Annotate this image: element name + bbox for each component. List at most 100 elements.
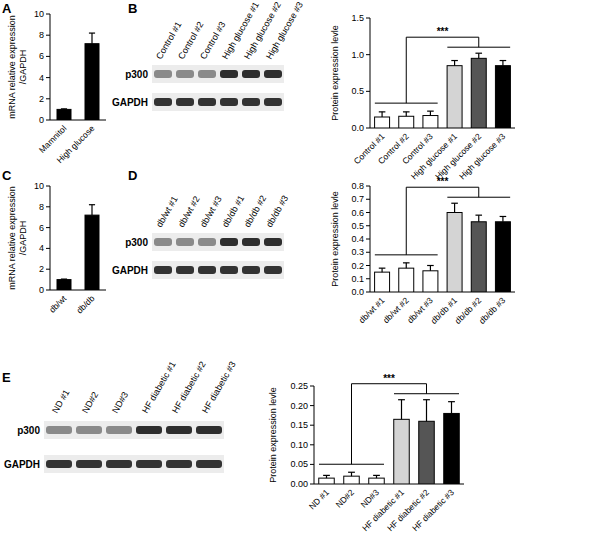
error-bar [348, 472, 355, 476]
blot-band [198, 70, 216, 78]
y-tick-label: 8 [39, 30, 44, 40]
bar [319, 478, 335, 484]
blot-band [198, 238, 216, 246]
error-stem [406, 112, 407, 116]
blot-background [152, 233, 284, 251]
y-axis [314, 386, 315, 484]
x-tick-label: ND#3 [358, 487, 381, 510]
y-axis-label: /GAPDH [18, 50, 28, 85]
error-bar [89, 205, 95, 215]
error-cap [323, 475, 330, 476]
y-axis-label: mRNA relative expression [7, 15, 17, 119]
y-tick [46, 186, 50, 187]
error-cap [475, 215, 482, 216]
error-bar [448, 402, 455, 414]
y-tick [366, 128, 370, 129]
error-stem [426, 400, 427, 422]
y-tick [366, 186, 370, 187]
y-tick-label: 0.6 [351, 208, 364, 218]
y-tick-label: 8 [39, 202, 44, 212]
panel-label: D [128, 168, 137, 183]
y-tick [366, 239, 370, 240]
error-bar [475, 53, 482, 58]
chart: B0.00.51.01.5Protein expression levleCon… [128, 1, 515, 182]
x-axis [370, 292, 515, 293]
chart: D0.00.10.20.30.40.50.60.70.8Protein expr… [128, 168, 515, 326]
error-bar [451, 61, 458, 66]
y-tick [366, 212, 370, 213]
blot-background [44, 455, 224, 473]
error-cap [379, 268, 386, 269]
y-tick-label: 0.1 [351, 274, 364, 284]
blot-lane-label: ND #1 [50, 388, 71, 415]
y-axis [50, 186, 51, 290]
x-tick-label: ND #1 [307, 487, 331, 511]
y-tick-label: 0.5 [351, 221, 364, 231]
blot-band [166, 426, 192, 434]
blot-band [242, 70, 260, 78]
chart: A0246810mRNA relative expression/GAPDHMa… [2, 1, 106, 165]
blot-band [154, 266, 172, 274]
blot-background [44, 421, 224, 439]
y-tick [46, 14, 50, 15]
blot-band [196, 460, 222, 468]
y-tick-label: 0 [39, 285, 44, 295]
y-tick-label: 6 [39, 223, 44, 233]
y-tick-label: 2 [39, 94, 44, 104]
bar [57, 109, 71, 120]
error-cap [451, 60, 458, 61]
error-bar [475, 215, 482, 222]
blot-background [152, 65, 284, 83]
blot-band [220, 98, 238, 106]
bar [344, 476, 360, 484]
y-tick [310, 386, 314, 387]
y-tick-label: 0.4 [351, 234, 364, 244]
error-cap [61, 108, 67, 109]
error-bar [89, 33, 95, 44]
bars [57, 33, 99, 120]
figure: A0246810mRNA relative expression/GAPDHMa… [0, 0, 608, 543]
y-axis-label: Protein expression levle [268, 387, 278, 483]
y-tick-label: 0.05 [290, 459, 308, 469]
error-cap [373, 475, 380, 476]
blot-band [76, 426, 102, 434]
blot-band [264, 266, 282, 274]
y-tick-label: 0.20 [290, 401, 308, 411]
error-bar [427, 111, 434, 115]
blot-band [154, 238, 172, 246]
y-tick [310, 405, 314, 406]
blot-band [166, 460, 192, 468]
bar [471, 58, 486, 128]
error-cap [475, 53, 482, 54]
annotation: *** [437, 176, 449, 187]
western-blot: p300GAPDHND #1ND#2ND#3HF diabetic #1HF d… [4, 360, 238, 473]
x-axis [314, 484, 464, 485]
bar [419, 421, 435, 484]
bar [495, 222, 510, 292]
blot-band [176, 266, 194, 274]
y-tick-label: 0.8 [351, 181, 364, 191]
bar [85, 215, 99, 290]
bar [399, 116, 414, 128]
error-bar [379, 268, 386, 272]
y-axis-label: Protein expression levle [330, 191, 340, 287]
significance-bracket [375, 37, 510, 103]
blot-band [176, 70, 194, 78]
blot-lane-label: db/db #3 [264, 194, 290, 229]
error-cap [500, 216, 507, 217]
blot-row-label: GAPDH [112, 97, 148, 108]
error-cap [379, 111, 386, 112]
blot-band [264, 98, 282, 106]
error-stem [502, 61, 503, 66]
bars [57, 205, 99, 290]
y-axis [370, 18, 371, 128]
bars [319, 400, 460, 484]
y-tick-label: 0.3 [351, 247, 364, 257]
blot-band [106, 460, 132, 468]
y-axis-label: Protein expression levle [330, 25, 340, 121]
y-tick-label: 0.0 [351, 123, 364, 133]
bar [85, 44, 99, 120]
x-tick-label: db/db [74, 293, 96, 315]
error-cap [451, 203, 458, 204]
blot-band [220, 70, 238, 78]
